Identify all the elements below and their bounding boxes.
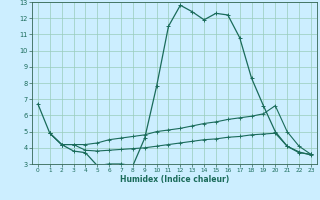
X-axis label: Humidex (Indice chaleur): Humidex (Indice chaleur) [120,175,229,184]
